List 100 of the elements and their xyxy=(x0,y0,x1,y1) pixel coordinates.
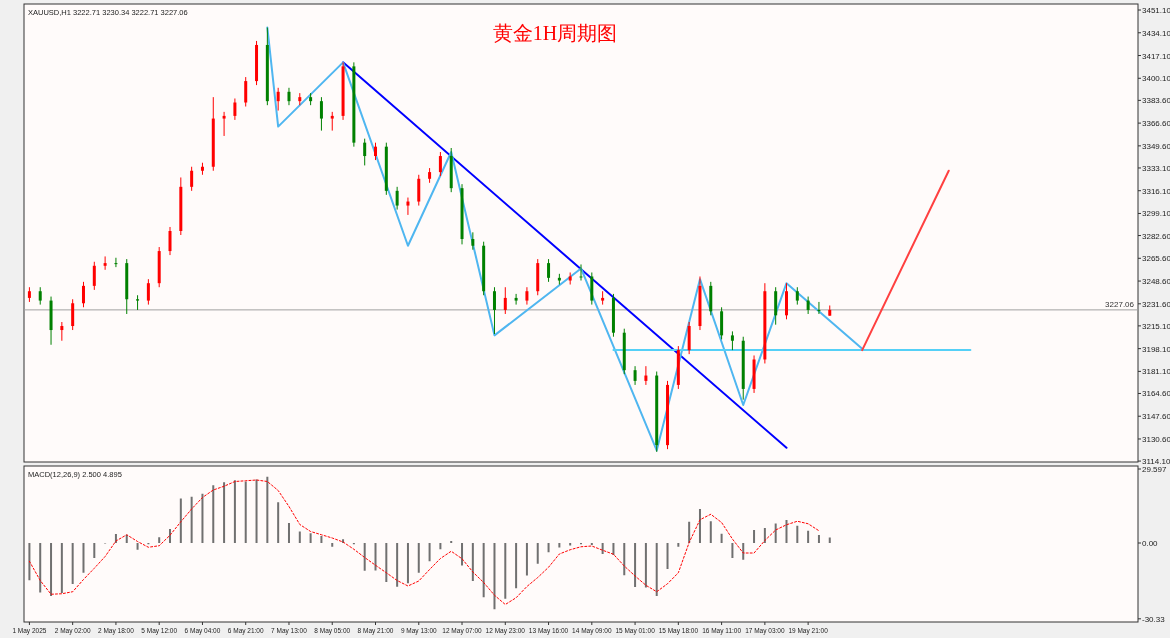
y-tick-label: 3198.10 xyxy=(1142,344,1170,354)
bar xyxy=(169,529,172,543)
y-tick-label: 0.00 xyxy=(1142,539,1159,548)
bar xyxy=(223,482,226,543)
bar xyxy=(93,543,96,558)
bar xyxy=(515,543,518,589)
y-tick-label: 3231.60 xyxy=(1142,299,1170,309)
candlestick xyxy=(806,296,810,315)
bar xyxy=(817,535,820,543)
bar xyxy=(60,543,63,593)
bar xyxy=(320,536,323,543)
bar xyxy=(547,543,550,553)
candlestick xyxy=(514,293,518,306)
bar xyxy=(39,543,42,593)
line-series xyxy=(28,479,820,605)
bar xyxy=(201,493,204,543)
y-tick-label: 3417.10 xyxy=(1142,51,1170,61)
bar xyxy=(471,543,474,581)
candlestick xyxy=(146,278,150,306)
bar xyxy=(709,521,712,543)
bar xyxy=(190,496,193,543)
bar xyxy=(417,543,420,573)
bar xyxy=(277,502,280,543)
bar xyxy=(233,480,236,543)
bar xyxy=(525,543,528,576)
bar xyxy=(287,523,290,543)
y-tick-label: 3130.60 xyxy=(1142,434,1170,444)
candlestick xyxy=(730,330,734,351)
candlestick xyxy=(633,365,637,386)
bar xyxy=(136,543,139,550)
candlestick xyxy=(644,365,648,386)
bar xyxy=(785,520,788,543)
y-tick-label: 3383.60 xyxy=(1142,96,1170,106)
bar xyxy=(504,543,507,599)
y-tick-label: 3248.60 xyxy=(1142,277,1170,287)
bar xyxy=(644,543,647,588)
candlestick xyxy=(244,76,248,108)
y-tick-label: 3451.10 xyxy=(1142,6,1170,16)
candlestick xyxy=(417,174,421,207)
bar xyxy=(363,543,366,571)
bar xyxy=(439,543,442,550)
bar xyxy=(536,543,539,564)
bar xyxy=(244,481,247,543)
bar xyxy=(428,543,431,562)
candlestick xyxy=(525,286,529,306)
bar xyxy=(774,523,777,543)
bar xyxy=(763,528,766,543)
bar xyxy=(601,543,604,554)
y-tick-label: 3299.10 xyxy=(1142,209,1170,219)
bar xyxy=(396,543,399,587)
candlestick xyxy=(276,87,280,112)
bar xyxy=(50,543,53,596)
bar xyxy=(655,543,658,596)
bar xyxy=(688,521,691,543)
bar xyxy=(331,543,334,547)
y-tick-label: 3265.60 xyxy=(1142,254,1170,264)
y-tick-label: 3282.60 xyxy=(1142,231,1170,241)
y-tick-label: 3164.60 xyxy=(1142,389,1170,399)
bar xyxy=(82,543,85,573)
candlestick xyxy=(492,286,496,335)
bar xyxy=(406,543,409,584)
y-tick-label: 29.597 xyxy=(1142,465,1168,475)
bar xyxy=(482,543,485,598)
candlestick xyxy=(438,151,442,177)
y-tick-label: 3181.10 xyxy=(1142,367,1170,377)
bar xyxy=(558,543,561,548)
bar xyxy=(666,543,669,569)
bar xyxy=(720,533,723,543)
bar xyxy=(212,485,215,543)
bar xyxy=(374,543,377,571)
candlestick xyxy=(71,298,75,331)
bar xyxy=(309,533,312,543)
y-tick-label: 3114.10 xyxy=(1142,457,1170,467)
candlestick xyxy=(406,197,410,216)
bar xyxy=(28,543,31,581)
y-tick-label: -30.33 xyxy=(1142,614,1166,624)
y-tick-label: 3333.10 xyxy=(1142,163,1170,173)
bar xyxy=(298,531,301,543)
candlestick xyxy=(817,301,821,315)
candlestick xyxy=(363,138,367,166)
candlestick xyxy=(287,87,291,106)
candlestick xyxy=(103,255,107,271)
bar xyxy=(385,543,388,582)
candlestick xyxy=(330,111,334,132)
bar xyxy=(807,530,810,543)
bar xyxy=(677,543,680,547)
y-tick-label: 3349.60 xyxy=(1142,141,1170,151)
bar xyxy=(731,543,734,558)
bar xyxy=(569,543,572,546)
bar xyxy=(266,476,269,543)
y-tick-label: 3366.60 xyxy=(1142,119,1170,129)
candlestick xyxy=(579,263,583,282)
bar xyxy=(179,498,182,543)
bar xyxy=(753,530,756,543)
bar xyxy=(828,537,831,543)
bar xyxy=(461,543,464,566)
candlestick xyxy=(92,261,96,291)
bar xyxy=(493,543,496,610)
y-tick-label: 3316.10 xyxy=(1142,186,1170,196)
ref-line-label: 3227.06 xyxy=(1105,299,1135,309)
